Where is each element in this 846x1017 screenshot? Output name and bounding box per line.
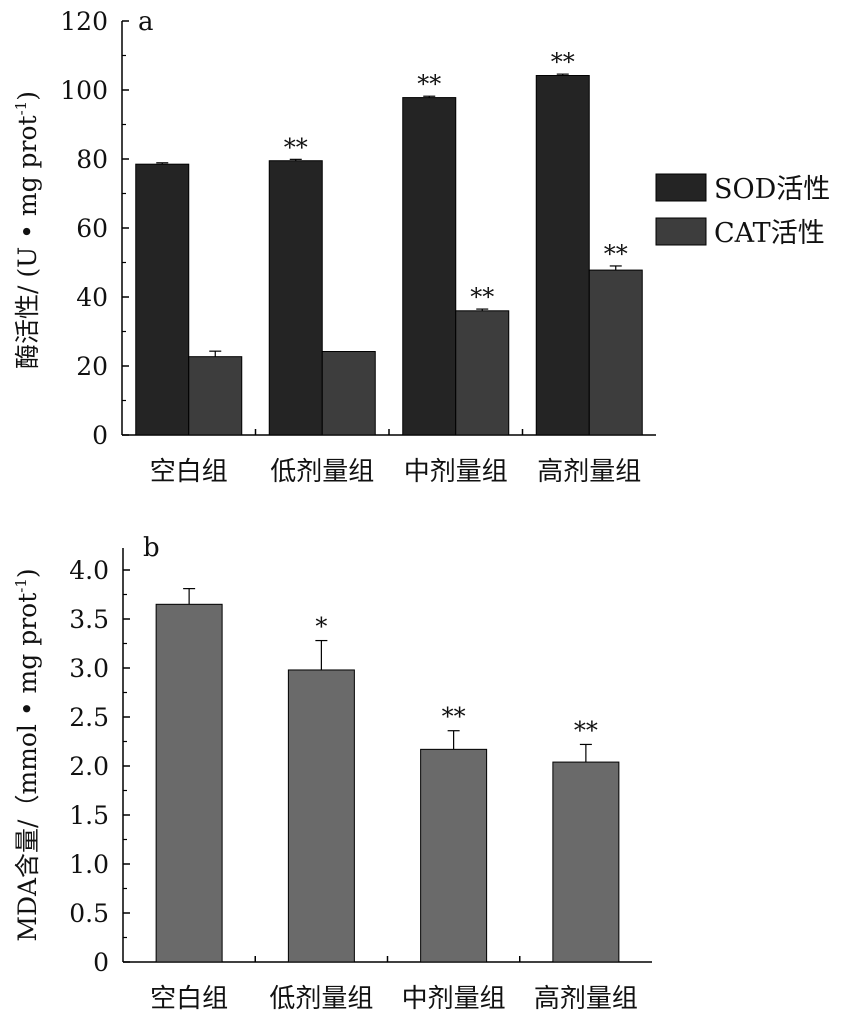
panel-b-chart: b MDA含量/（mmol • mg prot-1) 0 0.5 1.0 1.5 2.0… [12,533,652,1014]
panel-a-bar-cat [588,269,643,436]
panel-a-label: a [138,7,154,37]
panel-b-y-tick-label: 3.5 [69,605,109,634]
panel-b-x-tick-label: 低剂量组 [269,984,373,1014]
panel-b-y-tick-label: 3.0 [69,654,109,683]
panel-b-x-tick-labels: 空白组 低剂量组 中剂量组 高剂量组 [150,984,638,1014]
panel-a-legend-label: SOD活性 [714,174,830,205]
panel-b-y-tick-label: 4.0 [69,556,109,585]
panel-b-y-tick-label: 1.0 [69,850,109,879]
panel-a-x-tick-label: 空白组 [150,457,228,487]
panel-b-significance-mark: ** [574,716,598,744]
panel-b-x-tick-label: 空白组 [150,984,228,1014]
panel-a-x-tick-label: 低剂量组 [270,457,374,487]
panel-b-bars: *** ** [155,588,620,963]
panel-b-y-axis-label: MDA含量/（mmol • mg prot-1) [12,568,42,941]
panel-b-bar-mda [155,603,223,963]
panel-a-y-tick-label: 60 [76,214,108,243]
panel-a-legend-swatch [655,217,707,246]
panel-b-bar-mda [287,669,355,963]
panel-b-y-tick-label: 2.5 [69,703,109,732]
panel-a-legend: SOD活性 CAT活性 [655,173,830,249]
panel-b-x-tick-label: 高剂量组 [534,984,638,1014]
panel-a-bar-sod [135,163,190,436]
panel-a-y-tick-label: 20 [76,352,108,381]
panel-a-y-tick-label: 0 [92,421,108,450]
panel-b-x-tick-label: 中剂量组 [402,984,506,1014]
panel-a-legend-swatch [655,173,707,202]
panel-a-significance-mark: ** [604,240,628,268]
panel-a-bar-cat [321,351,376,436]
panel-a-significance-mark: ** [470,283,494,311]
panel-a-bars: ** ** ** ** ** [135,48,643,436]
panel-b-bar-mda [420,748,488,963]
panel-a-y-axis-label: 酶活性/ (U • mg prot-1) [12,91,42,369]
panel-b-y-tick-label: 0.5 [69,899,109,928]
panel-a-bar-sod [268,160,323,436]
panel-a-x-tick-label: 中剂量组 [404,457,508,487]
panel-a-y-tick-label: 40 [76,283,108,312]
panel-a-significance-mark: ** [417,70,441,98]
panel-a-y-tick-label: 100 [60,76,108,105]
panel-a-bar-sod [402,97,457,436]
panel-b-bar-mda [552,761,620,963]
panel-a-x-tick-labels: 空白组 低剂量组 中剂量组 高剂量组 [150,457,642,487]
panel-b-label: b [143,533,160,563]
panel-a-y-tick-label: 120 [60,7,108,36]
panel-a-bar-cat [455,310,510,436]
panel-a-legend-label: CAT活性 [714,218,825,249]
panel-b-significance-mark: ** [442,703,466,731]
panel-a-chart: a 酶活性/ (U • mg prot-1) 0 20 40 60 80 100 120 *… [12,7,830,487]
panel-b-y-ticks: 0 0.5 1.0 1.5 2.0 2.5 3.0 3.5 4.0 [69,556,130,977]
panel-b-significance-mark: * [315,613,327,641]
panel-a-significance-mark: ** [551,48,575,76]
panel-a-significance-mark: ** [284,133,308,161]
panel-a-x-tick-label: 高剂量组 [537,457,641,487]
panel-a-bar-cat [188,356,243,436]
panel-a-y-tick-label: 80 [76,145,108,174]
panel-a-bar-sod [535,75,590,436]
panel-a-y-ticks: 0 20 40 60 80 100 120 [60,7,129,450]
panel-b-y-tick-label: 1.5 [69,801,109,830]
panel-b-y-tick-label: 2.0 [69,752,109,781]
panel-b-y-tick-label: 0 [93,948,109,977]
